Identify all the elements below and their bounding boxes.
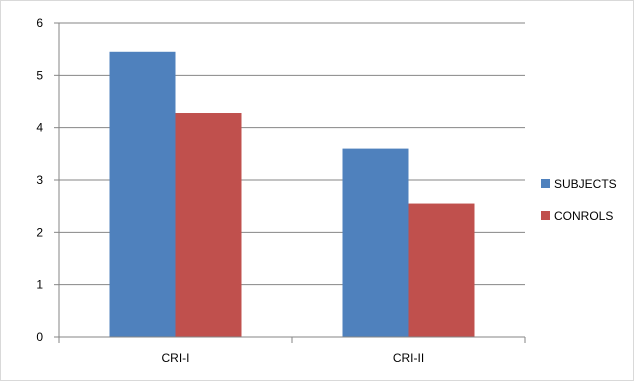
bar-conrols-cri-i [175,113,242,337]
y-tick-label: 0 [36,330,43,344]
y-tick-label: 6 [36,16,43,30]
bar-subjects-cri-ii [342,148,409,337]
y-tick-label: 4 [36,121,43,135]
x-tick-label: CRI-II [393,351,424,365]
bar-subjects-cri-i [109,51,176,338]
legend-swatch-conrols [541,211,550,220]
y-tick-label: 2 [36,225,43,239]
y-tick-label: 1 [36,278,43,292]
legend: SUBJECTS CONROLS [541,177,617,223]
x-axis-labels: CRI-I CRI-II [162,351,425,365]
y-axis-ticks: 0 1 2 3 4 5 6 [36,16,59,344]
bars [109,51,475,338]
x-axis [58,23,526,343]
y-tick-label: 5 [36,68,43,82]
bar-conrols-cri-ii [408,203,475,337]
legend-label-subjects: SUBJECTS [554,177,617,191]
legend-swatch-subjects [541,179,550,188]
y-tick-label: 3 [36,173,43,187]
legend-label-conrols: CONROLS [554,209,613,223]
x-tick-label: CRI-I [162,351,190,365]
